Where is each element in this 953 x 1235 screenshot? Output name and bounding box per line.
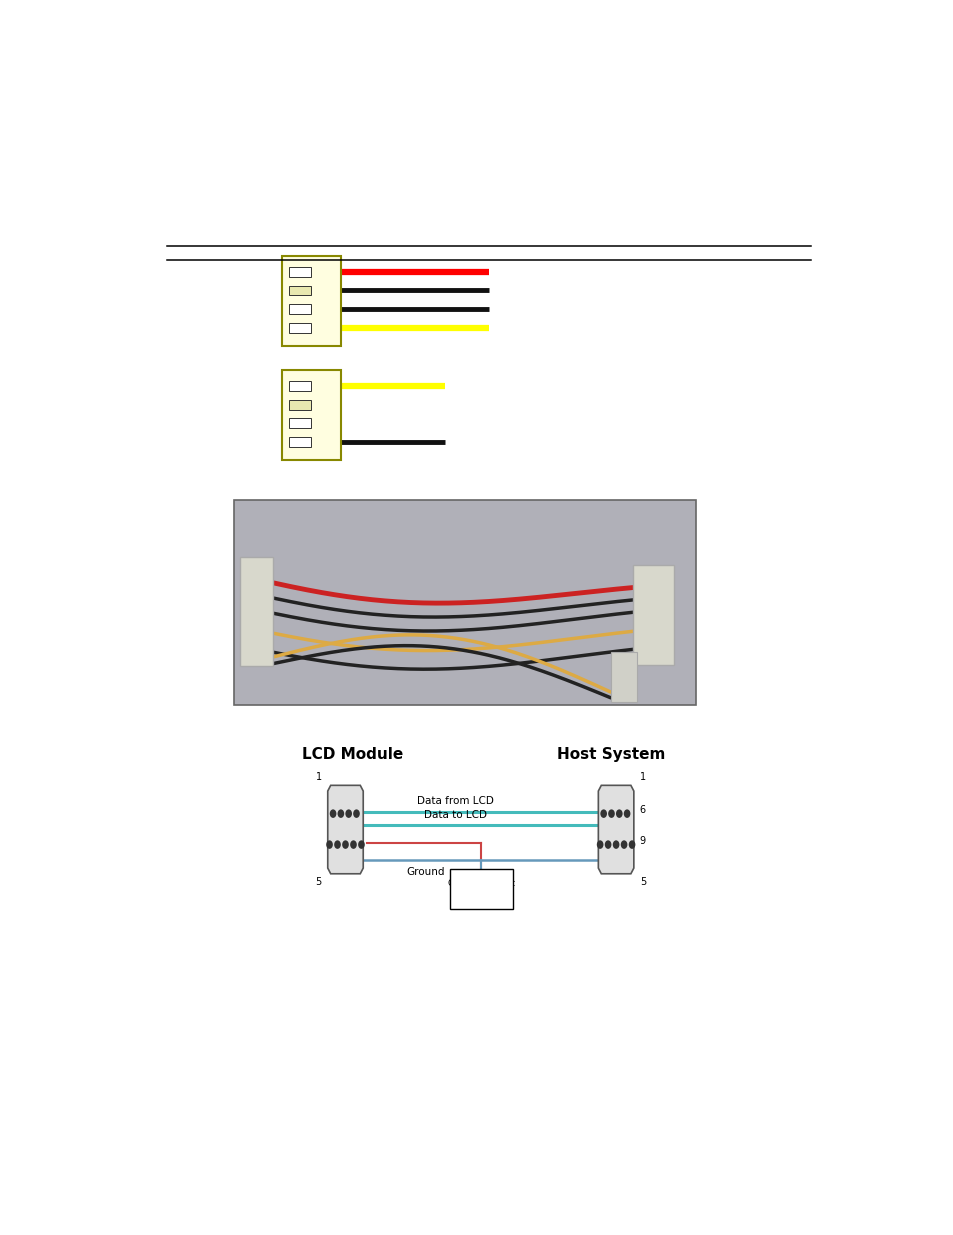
Circle shape	[620, 840, 627, 848]
Circle shape	[612, 840, 618, 848]
Text: 1: 1	[639, 772, 645, 782]
Bar	[289, 400, 311, 410]
Circle shape	[350, 840, 356, 848]
Circle shape	[342, 840, 349, 848]
Circle shape	[353, 809, 359, 818]
Bar	[633, 564, 673, 664]
Circle shape	[330, 809, 336, 818]
Text: 5: 5	[315, 877, 321, 887]
Circle shape	[623, 809, 630, 818]
FancyBboxPatch shape	[282, 256, 341, 346]
Bar	[289, 437, 311, 447]
Circle shape	[357, 840, 364, 848]
Bar	[610, 652, 637, 701]
Bar	[289, 419, 311, 429]
Text: Host System: Host System	[557, 747, 664, 762]
FancyBboxPatch shape	[282, 369, 341, 461]
Text: 1: 1	[315, 772, 321, 782]
Polygon shape	[328, 785, 363, 874]
Text: Ground: Ground	[406, 867, 445, 877]
Text: 5: 5	[639, 877, 645, 887]
Circle shape	[326, 840, 333, 848]
Bar	[239, 557, 273, 667]
Text: LCD Module: LCD Module	[301, 747, 402, 762]
Bar	[289, 285, 311, 295]
Text: Data to LCD: Data to LCD	[424, 810, 487, 820]
Circle shape	[334, 840, 340, 848]
Circle shape	[616, 809, 622, 818]
Circle shape	[599, 809, 606, 818]
Circle shape	[337, 809, 344, 818]
Bar	[449, 869, 512, 909]
Bar	[289, 267, 311, 277]
Text: 9: 9	[639, 836, 645, 846]
Text: Optional 5 Volt
Power Supply: Optional 5 Volt Power Supply	[447, 879, 514, 899]
Bar	[289, 304, 311, 314]
Bar	[289, 380, 311, 390]
Circle shape	[597, 840, 603, 848]
Text: Data from LCD: Data from LCD	[416, 797, 494, 806]
Circle shape	[607, 809, 614, 818]
Text: 6: 6	[639, 805, 645, 815]
Circle shape	[345, 809, 352, 818]
Bar	[289, 324, 311, 333]
Circle shape	[628, 840, 635, 848]
Bar	[233, 500, 696, 704]
Polygon shape	[598, 785, 633, 874]
Circle shape	[604, 840, 611, 848]
